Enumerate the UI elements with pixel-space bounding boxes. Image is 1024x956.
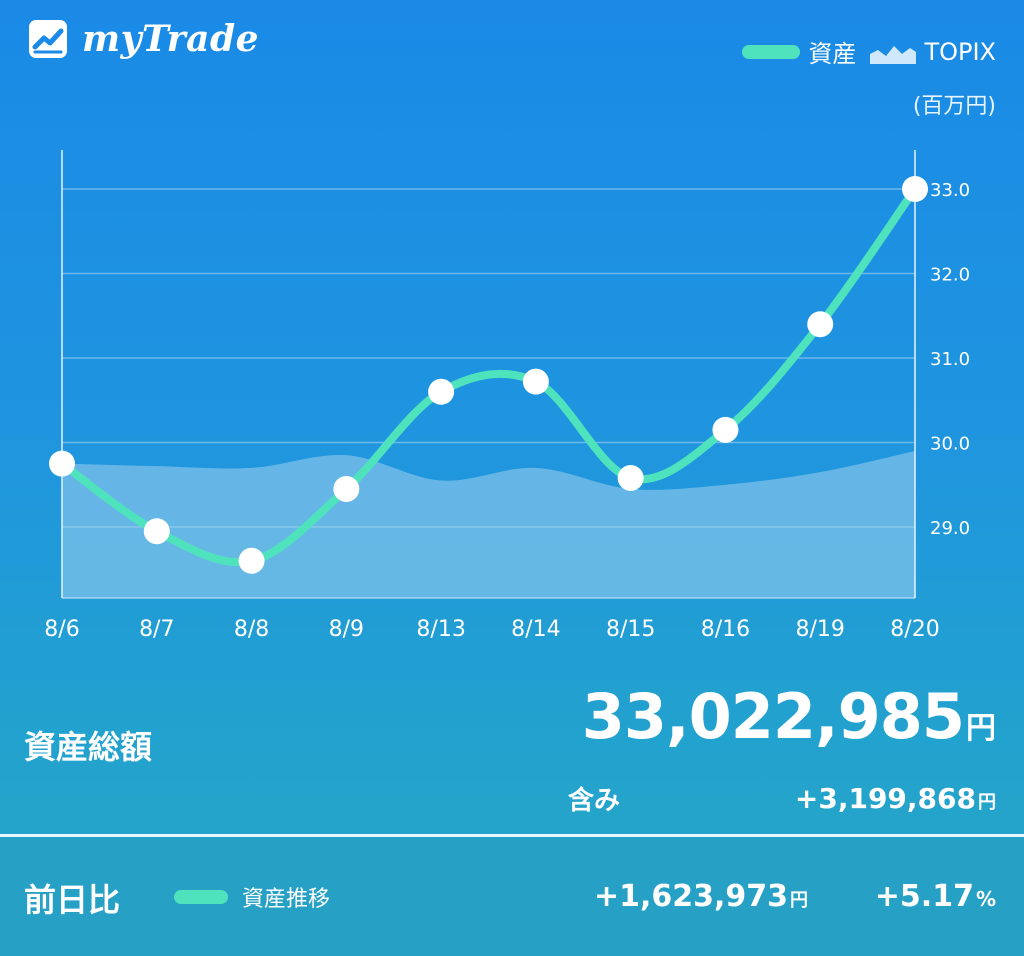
unit-label: (百万円)	[912, 94, 996, 119]
brand: myTrade	[28, 18, 259, 60]
points-layer	[49, 176, 928, 574]
chart-legend: 資産 TOPIX	[742, 34, 996, 69]
change-percent-number: +5.17	[874, 879, 974, 914]
trend-line-swatch	[174, 890, 228, 904]
ytick-layer: 29.0 30.0 31.0 32.0 33.0	[930, 180, 970, 539]
axis-layer	[61, 150, 916, 599]
topix-area-swatch-icon	[870, 45, 917, 64]
x-tick-label: 8/9	[329, 617, 364, 642]
y-tick-label: 29.0	[930, 518, 970, 539]
yen-unit: 円	[978, 792, 996, 813]
assets-point	[617, 464, 644, 491]
total-assets-label: 資産総額	[24, 728, 153, 766]
y-tick-label: 31.0	[930, 349, 970, 370]
total-assets-value: 33,022,985 円	[582, 680, 996, 753]
unrealized-number: +3,199,868	[794, 782, 976, 815]
x-tick-label: 8/7	[139, 617, 174, 642]
x-tick-label: 8/14	[511, 617, 560, 642]
asset-chart: 29.0 30.0 31.0 32.0 33.0 8/6 8/7 8/8 8/9 8/13 8/1…	[44, 150, 970, 642]
daily-change-bar: 前日比 資産推移 +1,623,973 円 +5.17 %	[0, 837, 1024, 956]
total-assets-number: 33,022,985	[581, 680, 965, 753]
prev-day-label: 前日比	[24, 881, 121, 919]
x-tick-label: 8/8	[234, 617, 269, 642]
x-tick-label: 8/20	[890, 617, 939, 642]
y-tick-label: 30.0	[930, 434, 970, 455]
x-tick-label: 8/6	[44, 617, 79, 642]
unrealized-value: +3,199,868 円	[795, 782, 996, 815]
trend-label: 資産推移	[242, 887, 331, 912]
unrealized-label: 含み	[568, 786, 621, 816]
y-tick-label: 32.0	[930, 265, 970, 286]
trend-toggle[interactable]: 資産推移	[174, 881, 330, 913]
x-tick-label: 8/13	[416, 617, 465, 642]
app-logo-icon	[29, 20, 67, 58]
assets-point	[238, 547, 265, 574]
assets-point	[49, 450, 75, 477]
x-tick-label: 8/19	[796, 617, 845, 642]
assets-point	[712, 416, 739, 443]
x-tick-label: 8/15	[606, 617, 655, 642]
change-amount: +1,623,973 円	[594, 879, 808, 914]
legend-item-topix[interactable]: TOPIX	[870, 38, 996, 66]
assets-point	[522, 368, 549, 395]
app-name: myTrade	[82, 18, 260, 60]
legend-item-assets[interactable]: 資産	[742, 34, 856, 69]
y-tick-label: 33.0	[930, 180, 970, 201]
yen-unit: 円	[966, 711, 996, 746]
yen-unit: 円	[790, 890, 808, 911]
divider	[0, 834, 1024, 837]
legend-assets-label: 資産	[808, 40, 857, 68]
assets-point	[143, 518, 170, 545]
assets-layer	[58, 185, 919, 567]
legend-topix-label: TOPIX	[924, 37, 996, 66]
xtick-layer: 8/6 8/7 8/8 8/9 8/13 8/14 8/15 8/16 8/19 8/20	[44, 617, 939, 642]
change-percent: +5.17 %	[875, 879, 996, 914]
change-amount-number: +1,623,973	[593, 879, 788, 914]
assets-line-swatch	[742, 44, 801, 59]
percent-sign: %	[975, 887, 996, 911]
assets-point	[807, 311, 834, 338]
assets-line	[58, 185, 919, 567]
assets-point	[902, 176, 928, 202]
assets-point	[428, 378, 455, 405]
x-tick-label: 8/16	[701, 617, 750, 642]
assets-point	[333, 475, 360, 502]
topix-area	[62, 450, 915, 598]
topix-layer	[62, 450, 915, 598]
